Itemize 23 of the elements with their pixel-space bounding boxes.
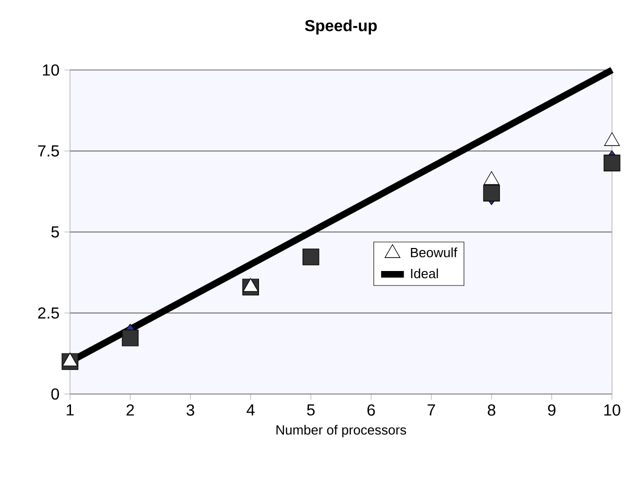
x-tick-label: 9 (548, 404, 556, 416)
y-tick-label: 5 (51, 226, 59, 238)
point (302, 248, 320, 266)
x-tick-label: 7 (428, 404, 435, 416)
y-tick-label: 10 (43, 64, 59, 76)
point (604, 154, 620, 172)
x-tick-label: 1 (66, 404, 74, 416)
x-tick-label: 4 (246, 404, 255, 416)
y-tick-label: 0 (51, 388, 59, 400)
x-tick-label: 8 (488, 404, 496, 416)
x-tick-label: 6 (367, 404, 375, 416)
x-tick-label: 5 (307, 404, 315, 416)
legend-label: Ideal (411, 268, 438, 278)
x-axis-title: Number of processors (276, 424, 406, 438)
x-tick-label: 2 (126, 404, 134, 416)
chart-title: Speed-up (305, 20, 377, 34)
legend-label: Beowulf (410, 247, 458, 258)
point (483, 184, 500, 202)
y-tick-label: 2.5 (38, 307, 59, 319)
x-tick-label: 3 (186, 404, 194, 416)
y-tick-label: 7.5 (38, 145, 59, 157)
x-tick-label: 10 (604, 404, 620, 416)
point (122, 330, 139, 346)
